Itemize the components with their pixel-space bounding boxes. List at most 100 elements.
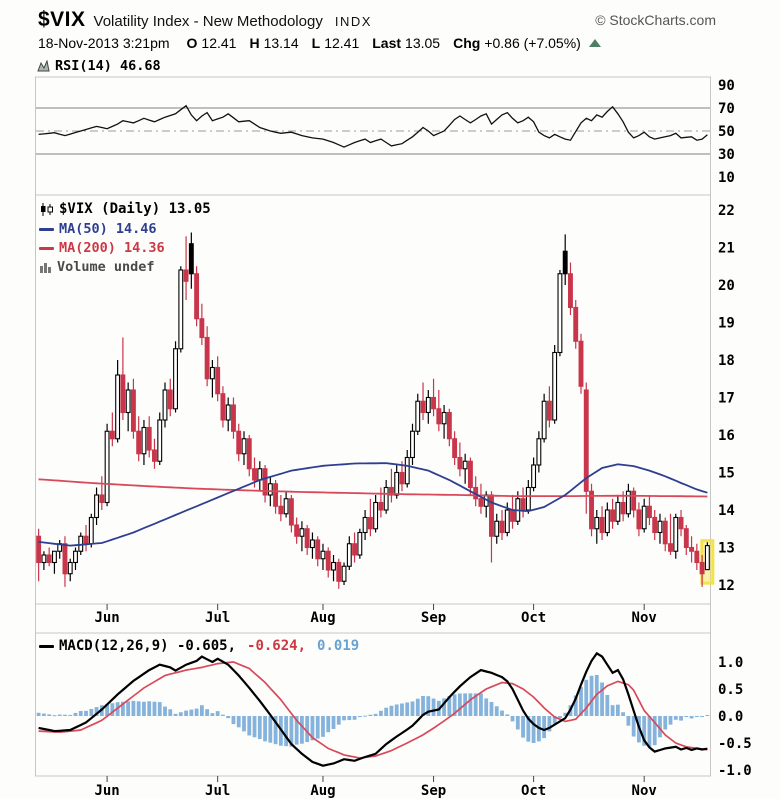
candle-body: [209, 366, 215, 380]
macd-histogram-bar: [47, 714, 52, 716]
ma200-legend: MA(200) 14.36: [39, 240, 165, 256]
price-y-tick-label: 15: [718, 466, 735, 482]
candle-body: [436, 408, 442, 425]
candle-body: [394, 471, 400, 496]
candle-body: [431, 396, 437, 410]
candle-body: [457, 456, 463, 470]
candle-body: [657, 520, 663, 534]
candle-body: [125, 389, 131, 414]
macd-histogram-bar: [36, 712, 41, 716]
change-value: +0.86 (+7.05%): [484, 35, 581, 51]
rsi-y-tick-label: 90: [718, 78, 735, 94]
candle-body: [320, 550, 326, 560]
candle-body: [252, 468, 257, 481]
candle-body: [604, 509, 610, 534]
price-x-month-label: Sep: [421, 610, 446, 626]
macd-histogram-bar: [294, 716, 299, 745]
macd-histogram-layer: [36, 674, 710, 747]
rsi-y-tick-label: 50: [718, 124, 735, 140]
candle-body: [41, 554, 47, 564]
macd-histogram-bar: [315, 716, 320, 739]
ma200-line-icon: [39, 246, 54, 250]
macd-histogram-bar: [247, 716, 252, 736]
candle-body: [331, 561, 336, 571]
candle-body: [504, 509, 510, 534]
macd-histogram-bar: [336, 716, 341, 725]
macd-histogram-bar: [142, 701, 146, 716]
macd-histogram-bar: [489, 701, 494, 716]
candle-body: [194, 273, 200, 320]
candle-body: [362, 516, 368, 534]
macd-histogram-bar: [642, 716, 647, 746]
candle-body: [183, 269, 189, 282]
macd-histogram-bar: [400, 703, 404, 716]
candle-body: [662, 520, 668, 545]
macd-histogram-bar: [194, 708, 199, 716]
macd-histogram-bar: [184, 710, 188, 716]
candle-body: [404, 456, 410, 485]
macd-histogram-bar: [652, 716, 657, 746]
macd-histogram-bar: [394, 704, 399, 716]
macd-histogram-bar: [621, 712, 626, 716]
candle-body: [130, 389, 136, 432]
macd-histogram-bar: [452, 694, 457, 716]
rsi-legend: RSI(14) 46.68: [37, 58, 161, 74]
candle-body: [152, 449, 157, 462]
candle-body: [694, 550, 700, 564]
macd-signal-line: [38, 661, 708, 759]
macd-histogram-bar: [647, 716, 652, 747]
macd-y-tick-label: 1.0: [718, 655, 743, 671]
candle-body: [531, 464, 537, 489]
ma50-legend: MA(50) 14.46: [39, 221, 157, 237]
candle-body: [383, 486, 389, 511]
candle-body: [167, 389, 173, 410]
macd-histogram-bar: [210, 713, 215, 716]
price-y-tick-label: 21: [718, 241, 735, 257]
candle-body: [215, 366, 221, 395]
candle-body: [267, 483, 273, 496]
macd-histogram-bar: [147, 701, 152, 716]
price-panel: 22 21 20 19 18 17 16 15 14 13 12 Jun Jul Aug Sep Oct Nov: [36, 203, 735, 626]
candle-body: [494, 520, 500, 537]
macd-histogram-bar: [363, 715, 368, 717]
candle-body: [536, 438, 542, 466]
candle-body: [452, 438, 458, 459]
macd-panel: 1.0 0.5 0.0 -0.5 -1.0 Jun Jul Aug Sep Oct Nov: [36, 651, 752, 799]
candle-body: [204, 336, 210, 380]
candle-body: [546, 400, 552, 421]
candle-body: [689, 546, 695, 552]
macd-histogram-bar: [484, 698, 489, 716]
candle-body: [283, 498, 289, 515]
volume-bars-icon: [40, 263, 51, 273]
macd-histogram-bar: [326, 716, 331, 733]
macd-histogram-bar: [89, 708, 94, 716]
candle-body: [246, 438, 252, 470]
macd-histogram-bar: [105, 704, 109, 716]
macd-histogram-bar: [73, 712, 78, 716]
candle-body: [525, 486, 531, 511]
macd-histogram-bar: [631, 716, 636, 737]
candle-body: [583, 389, 589, 492]
macd-y-tick-label: -1.0: [718, 763, 752, 779]
ticker-symbol: $VIX: [38, 8, 86, 31]
low-label: L: [311, 35, 321, 51]
macd-histogram-bar: [673, 716, 678, 720]
macd-x-month-label: Jun: [94, 783, 119, 799]
last-label: Last: [372, 35, 402, 51]
price-y-tick-label: 16: [718, 428, 735, 444]
macd-histogram-bar: [273, 716, 278, 745]
macd-histogram-bar: [68, 714, 73, 716]
macd-histogram-bar: [215, 711, 220, 716]
candle-body: [499, 520, 505, 534]
macd-histogram-bar: [221, 714, 225, 716]
candle-body: [299, 528, 305, 537]
macd-y-tick-label: 0.0: [718, 709, 743, 725]
candle-body: [188, 243, 194, 275]
macd-histogram-bar: [189, 709, 194, 716]
macd-line: [38, 651, 708, 767]
candle-body: [420, 400, 426, 414]
candle-body: [415, 400, 421, 432]
macd-histogram-bar: [694, 716, 699, 717]
